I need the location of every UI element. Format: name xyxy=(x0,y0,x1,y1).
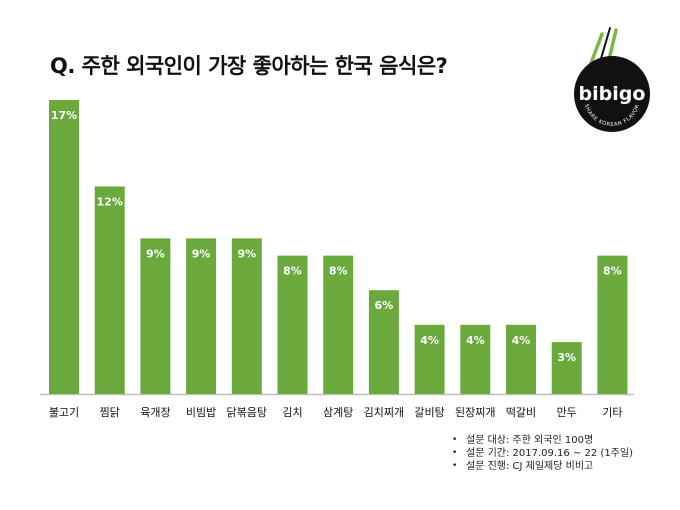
data-label: 9% xyxy=(192,247,211,260)
bullet-icon: • xyxy=(452,435,458,445)
data-label: 9% xyxy=(146,247,165,260)
bar xyxy=(460,324,491,394)
category-label: 삼계탕 xyxy=(323,406,353,419)
data-label: 8% xyxy=(283,265,302,278)
note-period: 설문 기간: 2017.09.16 ~ 22 (1주일) xyxy=(466,448,633,459)
bar xyxy=(551,342,582,394)
note-conductor: 설문 진행: CJ 제일제당 비비고 xyxy=(466,461,594,472)
bar xyxy=(186,238,217,394)
note-item: • 설문 기간: 2017.09.16 ~ 22 (1주일) xyxy=(452,447,633,460)
data-label: 17% xyxy=(51,109,77,122)
category-label: 비빔밥 xyxy=(186,406,216,419)
bar xyxy=(49,100,79,394)
data-label: 8% xyxy=(329,265,348,278)
category-label: 김치찌개 xyxy=(364,406,404,419)
data-label: 3% xyxy=(557,351,576,364)
bar xyxy=(414,324,445,394)
data-label: 12% xyxy=(97,195,123,208)
category-label: 육개장 xyxy=(140,406,170,419)
note-item: • 설문 진행: CJ 제일제당 비비고 xyxy=(452,460,633,473)
page-title: Q. 주한 외국인이 가장 좋아하는 한국 음식은? xyxy=(50,54,448,78)
category-label: 불고기 xyxy=(49,406,79,419)
data-label: 4% xyxy=(420,334,439,347)
logo-brand: bibigo xyxy=(579,83,646,105)
bar xyxy=(277,255,308,394)
bibigo-logo: bibigo SHARE KOREAN FLAVOR xyxy=(574,27,650,132)
category-label: 닭볶음탕 xyxy=(227,406,267,419)
bar xyxy=(323,255,354,394)
category-label: 만두 xyxy=(557,406,577,419)
bar xyxy=(597,255,628,394)
category-label: 된장찌개 xyxy=(455,406,495,419)
bar xyxy=(368,290,399,394)
bar xyxy=(140,238,171,394)
data-label: 8% xyxy=(603,265,622,278)
bar xyxy=(231,238,262,394)
data-label: 6% xyxy=(375,299,394,312)
data-label: 4% xyxy=(512,334,531,347)
note-target: 설문 대상: 주한 외국인 100명 xyxy=(466,435,594,446)
data-label: 9% xyxy=(237,247,256,260)
category-label: 갈비탕 xyxy=(414,405,444,419)
bullet-icon: • xyxy=(452,461,458,471)
note-item: • 설문 대상: 주한 외국인 100명 xyxy=(452,434,633,447)
bar xyxy=(506,324,536,394)
data-label: 4% xyxy=(466,334,485,347)
category-label: 김치 xyxy=(282,406,302,419)
bar xyxy=(94,186,125,394)
bullet-icon: • xyxy=(452,448,458,458)
category-label: 기타 xyxy=(602,406,622,419)
category-label: 떡갈비 xyxy=(506,405,536,419)
survey-notes: • 설문 대상: 주한 외국인 100명 • 설문 기간: 2017.09.16 ~… xyxy=(452,434,633,473)
category-label: 찜닭 xyxy=(100,406,120,419)
